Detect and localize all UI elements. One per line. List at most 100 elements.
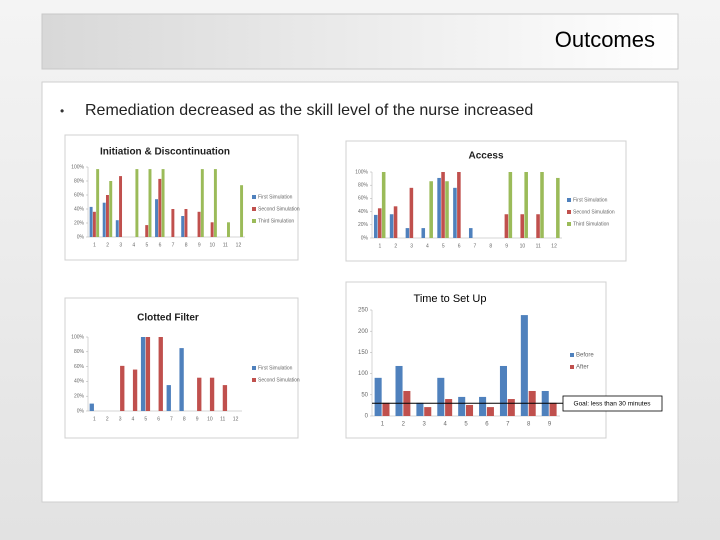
- x-tick-label: 11: [536, 243, 541, 249]
- bar: [197, 211, 201, 237]
- bar: [424, 407, 432, 416]
- y-tick-label: 150: [358, 350, 369, 356]
- bar: [445, 181, 449, 238]
- bar: [441, 172, 445, 238]
- chart-frame: [345, 140, 627, 262]
- y-tick-label: 0%: [77, 234, 85, 240]
- x-tick-label: 12: [236, 242, 242, 248]
- legend-swatch: [567, 198, 571, 202]
- legend-label: Second Simulation: [258, 377, 300, 383]
- title-banner: [41, 13, 679, 70]
- bar: [429, 181, 433, 238]
- y-tick-label: 100%: [355, 169, 368, 175]
- y-tick-label: 60%: [358, 196, 369, 202]
- x-tick-label: 3: [410, 243, 413, 249]
- bar: [520, 315, 528, 416]
- y-tick-label: 50: [361, 392, 368, 398]
- legend-swatch: [570, 353, 574, 357]
- x-tick-label: 4: [132, 242, 135, 248]
- bar: [479, 396, 487, 416]
- y-tick-label: 0%: [361, 235, 369, 241]
- bar: [437, 177, 441, 238]
- bar: [395, 365, 403, 416]
- x-tick-label: 3: [119, 416, 122, 422]
- bar: [148, 169, 152, 237]
- x-tick-label: 12: [551, 243, 557, 249]
- bar: [466, 404, 474, 416]
- bar: [115, 220, 119, 237]
- x-tick-label: 6: [159, 242, 162, 248]
- bar: [393, 206, 398, 238]
- bar: [181, 216, 185, 237]
- y-tick-label: 40%: [74, 206, 85, 212]
- x-tick-label: 7: [506, 422, 510, 428]
- x-tick-label: 3: [119, 242, 122, 248]
- y-tick-label: 100%: [71, 164, 84, 170]
- bar: [556, 177, 560, 238]
- bar: [504, 214, 509, 238]
- x-tick-label: 4: [132, 416, 135, 422]
- bar: [437, 377, 445, 416]
- bar: [389, 214, 394, 238]
- legend-label: After: [576, 365, 589, 371]
- x-tick-label: 4: [443, 422, 447, 428]
- x-tick-label: 9: [196, 416, 199, 422]
- x-tick-label: 5: [144, 416, 147, 422]
- x-tick-label: 2: [106, 242, 109, 248]
- x-tick-label: 7: [170, 416, 173, 422]
- chart-title: Access: [468, 151, 503, 162]
- y-tick-label: 0%: [77, 408, 85, 414]
- chart-title: Clotted Filter: [137, 313, 199, 324]
- bar: [540, 172, 544, 238]
- x-tick-label: 2: [394, 243, 397, 249]
- bar: [92, 211, 96, 237]
- legend-label: Before: [576, 353, 594, 359]
- x-tick-label: 11: [220, 416, 225, 422]
- x-tick-label: 1: [379, 243, 382, 249]
- bar: [109, 181, 113, 237]
- bar: [486, 407, 494, 416]
- x-tick-label: 6: [458, 243, 461, 249]
- bar: [536, 214, 540, 238]
- legend-swatch: [252, 219, 256, 223]
- bar: [140, 337, 146, 411]
- bar: [520, 214, 524, 238]
- bar: [105, 195, 109, 237]
- x-tick-label: 8: [489, 243, 492, 249]
- bar: [158, 178, 162, 237]
- bar: [120, 365, 125, 411]
- x-tick-label: 5: [145, 242, 148, 248]
- bar: [458, 396, 466, 416]
- x-tick-label: 2: [402, 422, 406, 428]
- bar: [416, 402, 424, 416]
- bar: [508, 172, 513, 238]
- bar: [549, 402, 557, 416]
- bar: [468, 228, 473, 238]
- x-tick-label: 3: [423, 422, 427, 428]
- x-tick-label: 6: [157, 416, 160, 422]
- y-tick-label: 80%: [74, 178, 85, 184]
- bar: [96, 169, 100, 237]
- x-tick-label: 1: [93, 416, 96, 422]
- x-tick-label: 6: [485, 422, 489, 428]
- bar: [421, 228, 426, 238]
- bar: [499, 365, 507, 416]
- bar: [507, 399, 515, 416]
- bullet-symbol: •: [60, 104, 64, 118]
- bar: [184, 209, 188, 237]
- bar: [209, 377, 215, 411]
- bar: [213, 169, 217, 237]
- x-tick-label: 2: [106, 416, 109, 422]
- bar: [145, 225, 149, 237]
- legend-swatch: [252, 207, 256, 211]
- bar: [453, 187, 457, 238]
- y-tick-label: 200: [358, 329, 369, 335]
- x-tick-label: 8: [185, 242, 188, 248]
- x-tick-label: 9: [505, 243, 508, 249]
- bar: [382, 402, 390, 416]
- x-tick-label: 8: [183, 416, 186, 422]
- x-tick-label: 9: [548, 422, 552, 428]
- legend-label: First Simulation: [258, 365, 293, 371]
- chart-title: Time to Set Up: [414, 293, 487, 305]
